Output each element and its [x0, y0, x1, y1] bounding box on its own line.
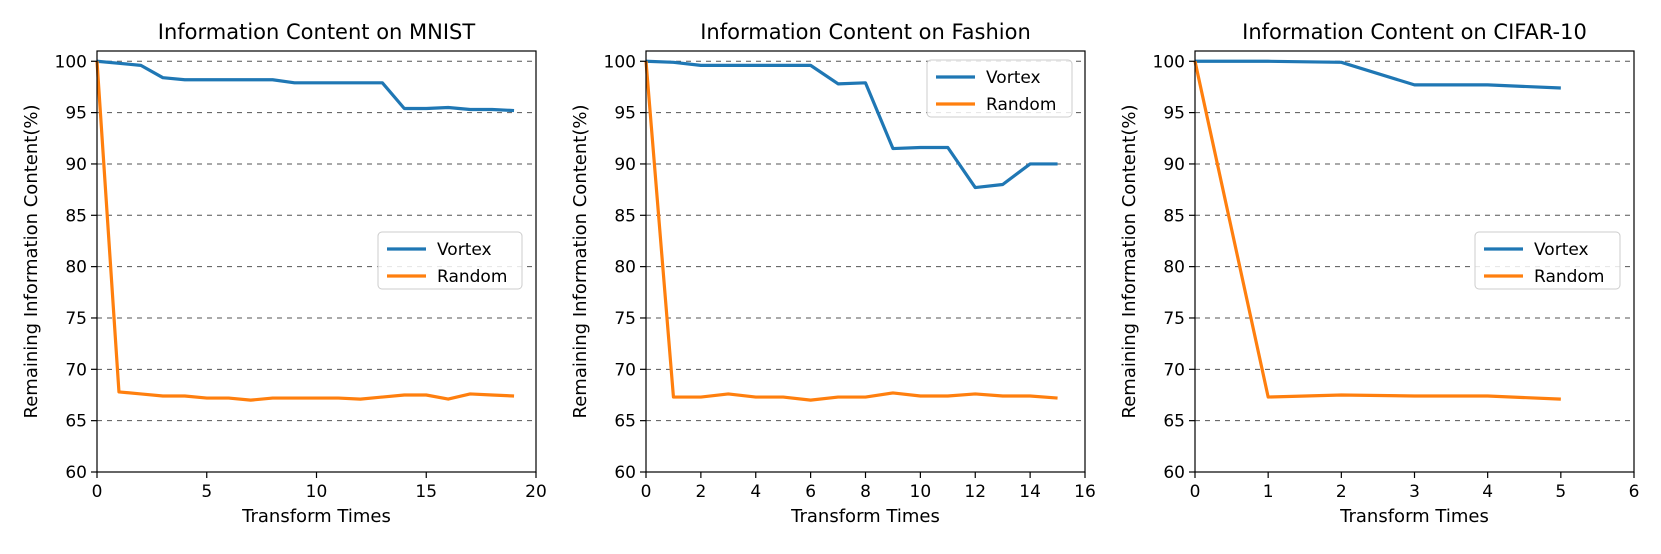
legend-label-random: Random	[1534, 267, 1604, 287]
x-tick-label: 5	[201, 482, 212, 502]
legend-label-random: Random	[437, 267, 507, 287]
x-tick-label: 0	[641, 482, 652, 502]
y-tick-label: 90	[65, 155, 87, 175]
y-tick-label: 85	[65, 206, 87, 226]
chart-title: Information Content on CIFAR-10	[1242, 20, 1587, 44]
legend-label-vortex: Vortex	[986, 68, 1041, 88]
series-line-random	[95, 61, 515, 402]
y-tick-label: 100	[604, 52, 636, 72]
x-tick-label: 10	[910, 482, 932, 502]
x-axis-label: Transform Times	[1339, 506, 1489, 527]
legend-label-vortex: Vortex	[437, 240, 492, 260]
x-axis-label: Transform Times	[241, 506, 391, 527]
x-tick-label: 8	[860, 482, 871, 502]
x-tick-label: 2	[695, 482, 706, 502]
y-tick-label: 75	[614, 309, 636, 329]
x-tick-label: 15	[415, 482, 437, 502]
y-tick-label: 70	[614, 360, 636, 380]
y-tick-label: 60	[614, 463, 636, 483]
y-tick-label: 65	[65, 412, 87, 432]
x-tick-label: 16	[1074, 482, 1096, 502]
x-tick-label: 5	[1555, 482, 1566, 502]
y-tick-label: 65	[1163, 412, 1185, 432]
x-tick-label: 3	[1409, 482, 1420, 502]
chart-panel-0: 60 65 70 75 80 85 90 95 100 0 5 10 15 20 Information C…	[21, 20, 547, 527]
legend-label-random: Random	[986, 95, 1056, 115]
chart-title: Information Content on MNIST	[158, 20, 476, 44]
y-tick-label: 80	[65, 258, 87, 278]
y-tick-label: 75	[1163, 309, 1185, 329]
y-axis-label: Remaining Information Content(%)	[21, 105, 42, 419]
y-tick-label: 100	[55, 52, 87, 72]
y-axis-label: Remaining Information Content(%)	[570, 105, 591, 419]
legend-label-vortex: Vortex	[1534, 240, 1589, 260]
x-tick-label: 1	[1263, 482, 1274, 502]
chart-panel-2: 60 65 70 75 80 85 90 95 100 0 1 2 3 4 5 6 Information Co…	[1119, 20, 1639, 527]
series-line-random	[1193, 60, 1561, 401]
y-tick-label: 80	[1163, 258, 1185, 278]
series-line-vortex	[645, 59, 1058, 190]
y-tick-label: 90	[614, 155, 636, 175]
y-tick-label: 70	[65, 360, 87, 380]
x-tick-label: 4	[1482, 482, 1493, 502]
x-tick-label: 6	[1629, 482, 1640, 502]
chart-title: Information Content on Fashion	[700, 20, 1031, 44]
legend: Vortex Random	[377, 231, 523, 290]
legend: Vortex Random	[1474, 231, 1621, 290]
y-axis-label: Remaining Information Content(%)	[1119, 105, 1140, 419]
x-tick-label: 4	[750, 482, 761, 502]
y-tick-label: 85	[1163, 206, 1185, 226]
y-tick-label: 70	[1163, 360, 1185, 380]
y-tick-label: 95	[1163, 104, 1185, 124]
series-line-vortex	[1195, 59, 1561, 90]
y-tick-label: 100	[1153, 52, 1185, 72]
x-tick-label: 0	[1190, 482, 1201, 502]
series-line-random	[644, 61, 1058, 402]
y-tick-label: 95	[65, 104, 87, 124]
x-tick-label: 6	[805, 482, 816, 502]
y-tick-label: 95	[614, 104, 636, 124]
chart-panel-1: 60 65 70 75 80 85 90 95 100 0 2 4 6 8 10 12 14 16 Informat…	[570, 20, 1096, 527]
y-tick-label: 80	[614, 258, 636, 278]
x-tick-label: 14	[1019, 482, 1041, 502]
x-tick-label: 20	[525, 482, 547, 502]
x-tick-label: 0	[92, 482, 103, 502]
y-tick-label: 90	[1163, 155, 1185, 175]
y-tick-label: 60	[65, 463, 87, 483]
x-tick-label: 10	[306, 482, 328, 502]
x-tick-label: 2	[1336, 482, 1347, 502]
y-tick-label: 75	[65, 309, 87, 329]
y-tick-label: 60	[1163, 463, 1185, 483]
y-tick-label: 65	[614, 412, 636, 432]
x-axis-label: Transform Times	[790, 506, 940, 527]
x-tick-label: 12	[964, 482, 986, 502]
legend: Vortex Random	[926, 59, 1073, 118]
y-tick-label: 85	[614, 206, 636, 226]
series-line-vortex	[96, 59, 515, 113]
